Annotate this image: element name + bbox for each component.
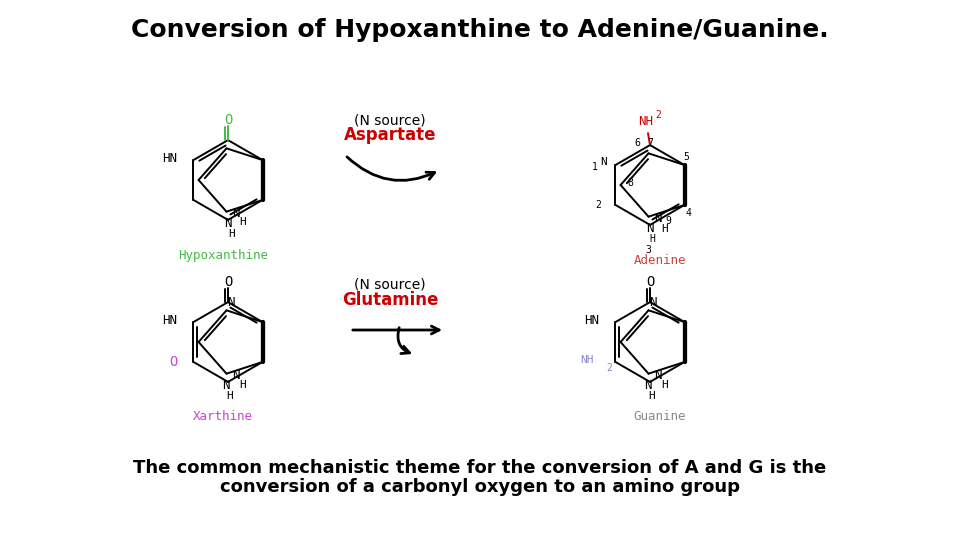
Text: HN: HN [585, 314, 599, 327]
Text: HN: HN [162, 152, 178, 165]
Text: N: N [223, 380, 229, 393]
Text: The common mechanistic theme for the conversion of A and G is the: The common mechanistic theme for the con… [133, 459, 827, 477]
Text: Hypoxanthine: Hypoxanthine [178, 248, 268, 261]
Text: 7: 7 [648, 138, 654, 149]
Text: N: N [601, 157, 608, 167]
Text: 1: 1 [591, 162, 597, 172]
Text: H: H [228, 229, 235, 239]
Text: Aspartate: Aspartate [344, 126, 436, 144]
Text: H: H [239, 380, 246, 390]
Text: N: N [644, 380, 652, 393]
Text: N: N [227, 296, 234, 309]
Text: 4: 4 [685, 208, 691, 218]
Text: NH: NH [580, 355, 593, 365]
Text: O: O [224, 113, 232, 127]
Text: N: N [655, 212, 662, 225]
Text: Guanine: Guanine [634, 410, 686, 423]
Text: H: H [227, 391, 233, 401]
Text: 9: 9 [665, 215, 671, 226]
Text: Glutamine: Glutamine [342, 291, 438, 309]
Text: N: N [232, 369, 240, 382]
Text: HN: HN [162, 314, 178, 327]
Text: N: N [225, 218, 231, 231]
Text: N: N [655, 369, 662, 382]
Text: 2: 2 [655, 110, 660, 120]
Text: (N source): (N source) [354, 113, 426, 127]
Text: O: O [646, 275, 654, 289]
Text: N: N [649, 296, 657, 309]
Text: N: N [232, 207, 240, 220]
Text: O: O [169, 355, 178, 369]
Text: H: H [661, 380, 668, 390]
Text: NH: NH [638, 114, 654, 127]
Text: Adenine: Adenine [634, 253, 686, 267]
Text: 2: 2 [607, 363, 612, 373]
Text: Conversion of Hypoxanthine to Adenine/Guanine.: Conversion of Hypoxanthine to Adenine/Gu… [132, 18, 828, 42]
Text: 5: 5 [684, 152, 689, 162]
Text: 3: 3 [645, 245, 651, 255]
Text: (N source): (N source) [354, 278, 426, 292]
Text: H: H [239, 217, 246, 227]
Text: 8: 8 [628, 178, 634, 188]
Text: H: H [649, 391, 656, 401]
Text: N: N [646, 222, 654, 235]
Text: H: H [649, 234, 655, 244]
Text: Xarthine: Xarthine [193, 410, 253, 423]
Text: 2: 2 [595, 200, 602, 210]
Text: conversion of a carbonyl oxygen to an amino group: conversion of a carbonyl oxygen to an am… [220, 478, 740, 496]
Text: O: O [224, 275, 232, 289]
Text: H: H [661, 224, 668, 234]
Text: 6: 6 [635, 138, 640, 148]
